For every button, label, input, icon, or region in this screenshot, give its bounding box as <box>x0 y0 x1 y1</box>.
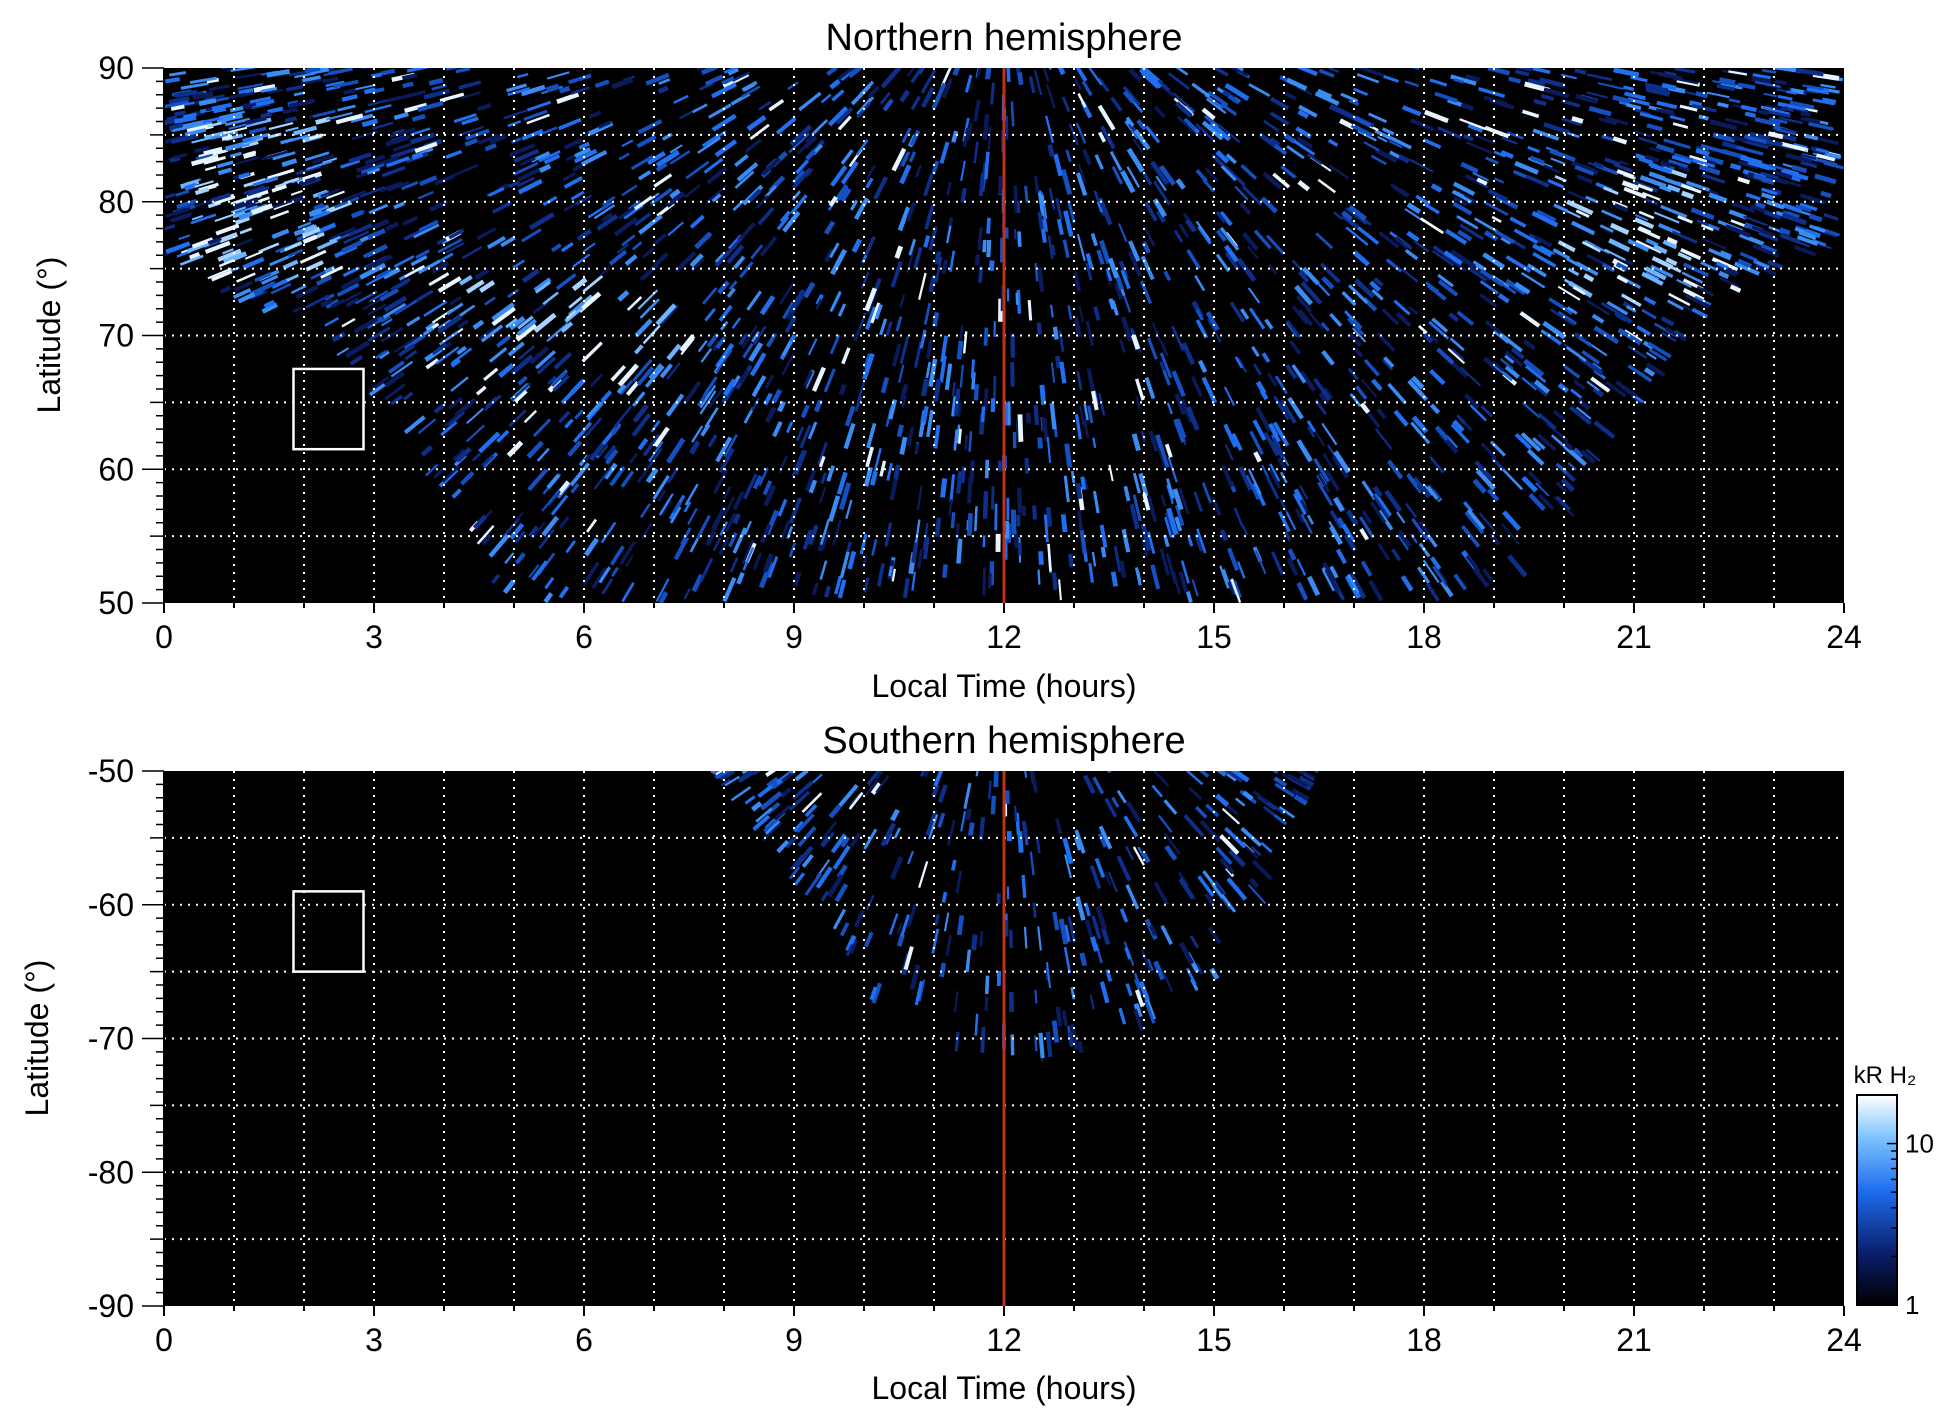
north-emission-map <box>164 68 1844 603</box>
x-tick-label: 3 <box>365 619 383 655</box>
y-tick-label: 80 <box>98 184 134 220</box>
south-x-ticks: 0 3 6 9 12 15 18 21 24 <box>155 1306 1862 1358</box>
north-reference-box <box>292 367 365 451</box>
x-tick-label: 9 <box>785 619 803 655</box>
y-tick-label: 70 <box>98 318 134 354</box>
y-tick-label: 90 <box>98 50 134 86</box>
x-tick-label: 21 <box>1616 1322 1652 1358</box>
x-tick-label: 6 <box>575 619 593 655</box>
north-x-ticks: 0 3 6 9 12 15 18 21 24 <box>155 603 1862 655</box>
north-title: Northern hemisphere <box>826 17 1183 59</box>
x-tick-label: 6 <box>575 1322 593 1358</box>
north-y-axis-label: Latitude (°) <box>31 257 67 414</box>
x-tick-label: 9 <box>785 1322 803 1358</box>
colorbar-tick-label: 1 <box>1905 1290 1919 1320</box>
x-tick-label: 24 <box>1826 1322 1862 1358</box>
x-tick-label: 21 <box>1616 619 1652 655</box>
x-tick-label: 0 <box>155 619 173 655</box>
y-tick-label: 50 <box>98 585 134 621</box>
colorbar: kR H₂ 1 10 <box>1854 1062 1934 1320</box>
y-tick-label: -80 <box>88 1154 134 1190</box>
colorbar-ticks: 1 10 <box>1887 1094 1934 1320</box>
south-y-axis-label: Latitude (°) <box>19 960 55 1117</box>
y-tick-label: 60 <box>98 451 134 487</box>
south-y-ticks: -90 -80 -70 -60 -50 <box>88 753 165 1324</box>
south-reference-box <box>292 890 365 973</box>
south-emission-map <box>710 771 1319 1063</box>
x-tick-label: 0 <box>155 1322 173 1358</box>
south-title: Southern hemisphere <box>822 720 1185 762</box>
y-tick-label: -60 <box>88 887 134 923</box>
north-x-axis-label: Local Time (hours) <box>872 668 1137 704</box>
x-tick-label: 12 <box>986 619 1022 655</box>
x-tick-label: 15 <box>1196 619 1232 655</box>
y-tick-label: -70 <box>88 1021 134 1057</box>
x-tick-label: 18 <box>1406 1322 1442 1358</box>
north-panel: Northern hemisphere 0 3 6 9 12 15 18 21 24 50 60 7… <box>31 17 1862 704</box>
y-tick-label: -50 <box>88 753 134 789</box>
south-x-axis-label: Local Time (hours) <box>872 1370 1137 1406</box>
x-tick-label: 24 <box>1826 619 1862 655</box>
x-tick-label: 3 <box>365 1322 383 1358</box>
colorbar-label: kR H₂ <box>1854 1062 1917 1089</box>
colorbar-gradient <box>1856 1094 1898 1306</box>
x-tick-label: 12 <box>986 1322 1022 1358</box>
colorbar-tick-label: 10 <box>1905 1129 1934 1159</box>
south-panel: Southern hemisphere 0 3 6 9 12 15 18 21 24 -90 -8… <box>19 720 1862 1406</box>
y-tick-label: -90 <box>88 1288 134 1324</box>
x-tick-label: 15 <box>1196 1322 1232 1358</box>
x-tick-label: 18 <box>1406 619 1442 655</box>
north-y-ticks: 50 60 70 80 90 <box>98 50 165 621</box>
